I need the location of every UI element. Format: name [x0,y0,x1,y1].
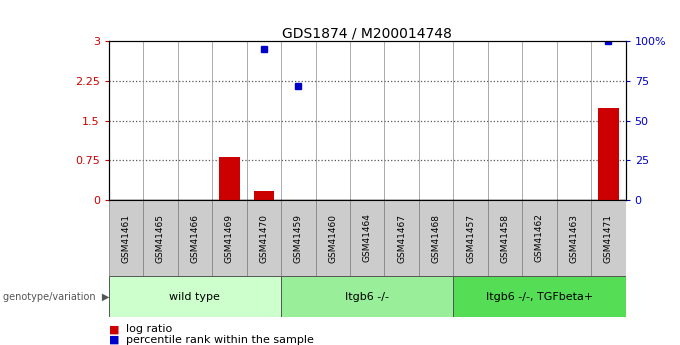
Text: GSM41465: GSM41465 [156,214,165,263]
Bar [281,200,316,276]
Bar [247,200,281,276]
Bar [143,200,177,276]
Bar [177,200,212,276]
Text: percentile rank within the sample: percentile rank within the sample [126,335,313,345]
Text: Itgb6 -/-: Itgb6 -/- [345,292,389,302]
Text: wild type: wild type [169,292,220,302]
Text: GSM41459: GSM41459 [294,214,303,263]
Bar [109,276,281,317]
Bar [350,200,384,276]
Text: log ratio: log ratio [126,325,172,334]
Bar [522,200,557,276]
Text: GSM41463: GSM41463 [569,214,579,263]
Text: GSM41461: GSM41461 [122,214,131,263]
Bar [454,276,626,317]
Text: GSM41457: GSM41457 [466,214,475,263]
Text: GSM41469: GSM41469 [225,214,234,263]
Text: GSM41458: GSM41458 [500,214,509,263]
Text: genotype/variation  ▶: genotype/variation ▶ [3,292,109,302]
Bar [219,157,240,200]
Text: GSM41460: GSM41460 [328,214,337,263]
Bar [384,200,419,276]
Bar [212,200,247,276]
Bar [281,276,454,317]
Bar [254,190,274,200]
Text: GSM41467: GSM41467 [397,214,406,263]
Text: GSM41462: GSM41462 [535,214,544,263]
Text: GSM41464: GSM41464 [362,214,372,263]
Bar [109,200,143,276]
Text: Itgb6 -/-, TGFbeta+: Itgb6 -/-, TGFbeta+ [486,292,593,302]
Bar [316,200,350,276]
Bar [454,200,488,276]
Title: GDS1874 / M200014748: GDS1874 / M200014748 [282,26,452,40]
Text: ■: ■ [109,325,119,334]
Text: ■: ■ [109,335,119,345]
Text: GSM41471: GSM41471 [604,214,613,263]
Bar [557,200,591,276]
Bar [419,200,454,276]
Text: GSM41466: GSM41466 [190,214,199,263]
Bar [591,200,626,276]
Bar [598,108,619,200]
Text: GSM41470: GSM41470 [259,214,269,263]
Bar [488,200,522,276]
Text: GSM41468: GSM41468 [432,214,441,263]
